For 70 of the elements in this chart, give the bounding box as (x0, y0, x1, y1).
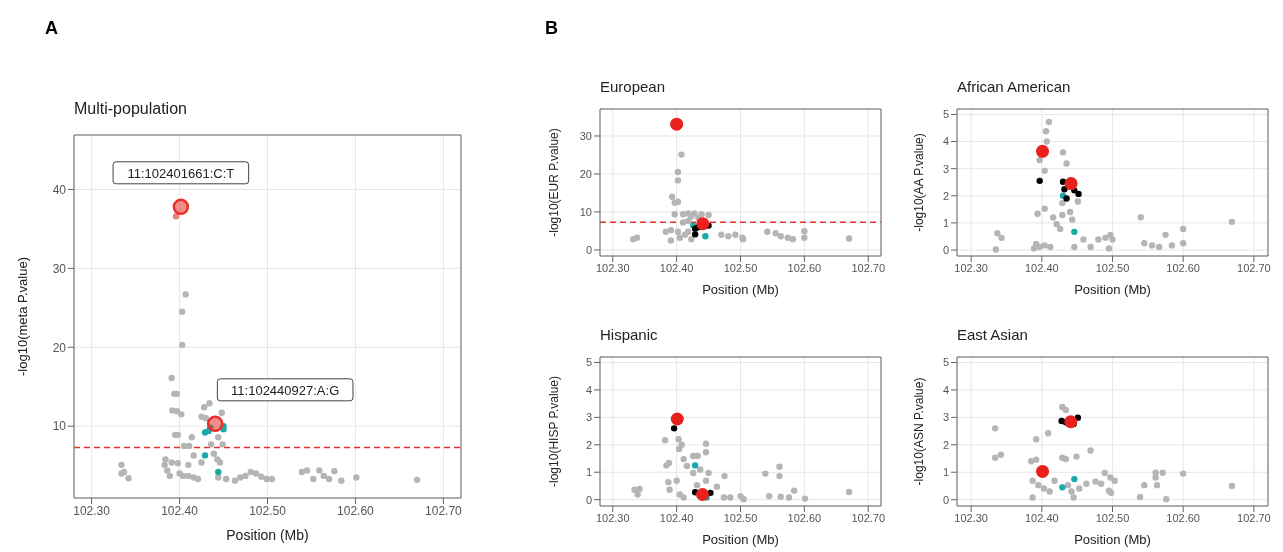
y-tick-label: 2 (942, 189, 949, 202)
y-tick-label: 30 (52, 261, 67, 276)
x-tick-label: 102.70 (851, 511, 886, 524)
x-axis-title: Position (Mb) (1074, 532, 1151, 547)
y-axis-title: -log10(meta P.value) (14, 257, 30, 376)
x-tick-label: 102.70 (425, 503, 463, 518)
x-tick-label: 102.60 (1166, 261, 1201, 274)
x-axis-title: Position (Mb) (1074, 282, 1151, 297)
x-tick-label: 102.70 (1237, 511, 1271, 524)
y-tick-label: 0 (942, 243, 949, 256)
y-axis-title: -log10(ASN P.value) (912, 377, 927, 486)
x-tick-label: 102.30 (595, 261, 630, 274)
x-tick-label: 102.30 (595, 511, 630, 524)
x-tick-label: 102.60 (787, 511, 822, 524)
chart-title: East Asian (957, 326, 1028, 343)
chart-title: African American (957, 78, 1071, 95)
x-tick-label: 102.40 (659, 511, 694, 524)
x-tick-label: 102.50 (1095, 261, 1130, 274)
y-tick-label: 5 (585, 356, 592, 369)
y-tick-label: 40 (52, 182, 67, 197)
x-tick-label: 102.70 (1237, 261, 1271, 274)
x-axis-title: Position (Mb) (226, 527, 309, 543)
x-axis-title: Position (Mb) (702, 282, 779, 297)
y-tick-label: 2 (585, 438, 592, 451)
x-tick-label: 102.40 (1024, 511, 1059, 524)
y-tick-label: 20 (52, 340, 67, 355)
y-tick-label: 3 (942, 162, 949, 175)
x-tick-label: 102.40 (659, 261, 694, 274)
x-tick-label: 102.60 (787, 261, 822, 274)
y-tick-label: 5 (942, 108, 949, 121)
x-tick-label: 102.30 (73, 503, 111, 518)
y-tick-label: 3 (942, 411, 949, 424)
y-tick-label: 30 (579, 129, 592, 142)
y-tick-label: 4 (942, 383, 949, 396)
x-tick-label: 102.70 (851, 261, 886, 274)
y-tick-label: 4 (942, 135, 949, 148)
x-tick-label: 102.30 (954, 261, 988, 274)
y-tick-label: 4 (585, 383, 592, 396)
y-tick-label: 5 (942, 356, 949, 369)
y-tick-label: 1 (942, 466, 949, 479)
text: B (545, 18, 558, 39)
y-axis-title: -log10(EUR P.value) (547, 128, 562, 237)
y-tick-label: 0 (942, 493, 949, 506)
y-tick-label: 10 (52, 419, 67, 434)
x-tick-label: 102.60 (337, 503, 375, 518)
chart-title: Multi-population (74, 100, 187, 118)
y-tick-label: 0 (585, 493, 592, 506)
x-tick-label: 102.60 (1166, 511, 1201, 524)
text: A (45, 18, 58, 39)
y-tick-label: 1 (942, 216, 949, 229)
y-tick-label: 3 (585, 411, 592, 424)
x-tick-label: 102.40 (161, 503, 199, 518)
chart-title: European (600, 78, 666, 95)
y-axis-title: -log10(AA P.value) (912, 133, 927, 232)
x-tick-label: 102.50 (723, 261, 758, 274)
y-tick-label: 10 (579, 205, 592, 218)
y-axis-title: -log10(HISP P.value) (547, 376, 562, 487)
y-tick-label: 2 (942, 438, 949, 451)
y-tick-label: 0 (585, 243, 592, 256)
chart-title: Hispanic (600, 326, 658, 343)
annotation: 11:102440927:A:G (231, 382, 340, 398)
x-tick-label: 102.40 (1024, 261, 1059, 274)
x-tick-label: 102.50 (723, 511, 758, 524)
y-tick-label: 1 (585, 466, 592, 479)
x-tick-label: 102.50 (249, 503, 287, 518)
annotation: 11:102401661:C:T (127, 165, 235, 181)
x-tick-label: 102.50 (1095, 511, 1130, 524)
y-tick-label: 20 (579, 167, 592, 180)
x-tick-label: 102.30 (954, 511, 988, 524)
x-axis-title: Position (Mb) (702, 532, 779, 547)
